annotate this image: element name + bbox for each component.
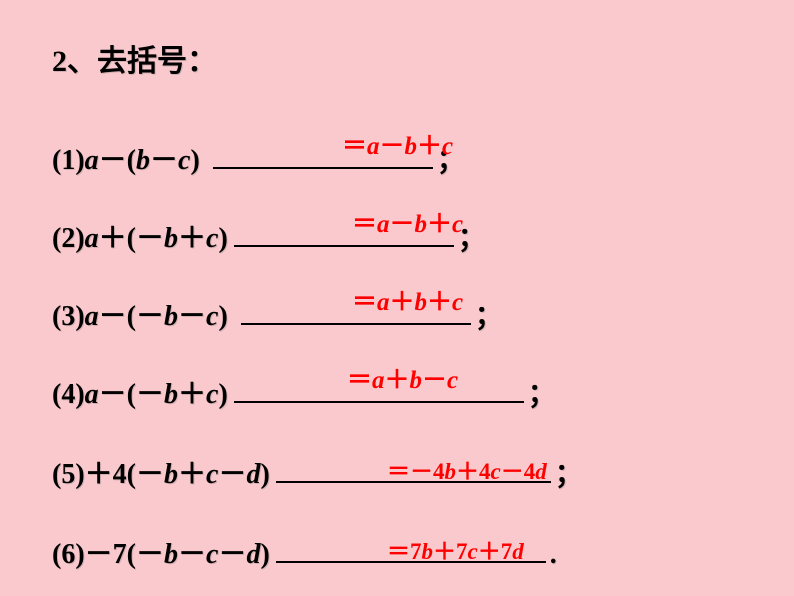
- problem-row-2: (2)a＋(－b＋c)； ＝a－b＋c: [52, 196, 742, 274]
- answer-text-2: ＝a－b＋c: [352, 204, 463, 240]
- answer-text-3: ＝a＋b＋c: [352, 282, 463, 318]
- answer-text-6: ＝7b＋7c＋7d: [387, 532, 524, 566]
- problem-row-3: (3)a－(－b－c) ； ＝a＋b＋c: [52, 274, 742, 352]
- answer-text-4: ＝a＋b－c: [347, 360, 458, 396]
- problem-text-4: (4)a－(－b＋c)；: [52, 372, 556, 412]
- problem-row-1: (1)a－(b－c) ； ＝a－b＋c: [52, 118, 742, 196]
- slide-title: 2、去括号：: [52, 36, 742, 80]
- problem-row-4: (4)a－(－b＋c)； ＝a＋b－c: [52, 352, 742, 430]
- problem-row-6: (6)－7(－b－c－d). ＝7b＋7c＋7d: [52, 510, 742, 590]
- answer-text-1: ＝a－b＋c: [342, 126, 453, 162]
- problem-row-5: (5)＋4(－b＋c－d)； ＝－4b＋4c－4d: [52, 430, 742, 510]
- answer-text-5: ＝－4b＋4c－4d: [387, 452, 547, 486]
- slide-page: 2、去括号： (1)a－(b－c) ； ＝a－b＋c (2)a＋(－b＋c)； …: [0, 0, 794, 596]
